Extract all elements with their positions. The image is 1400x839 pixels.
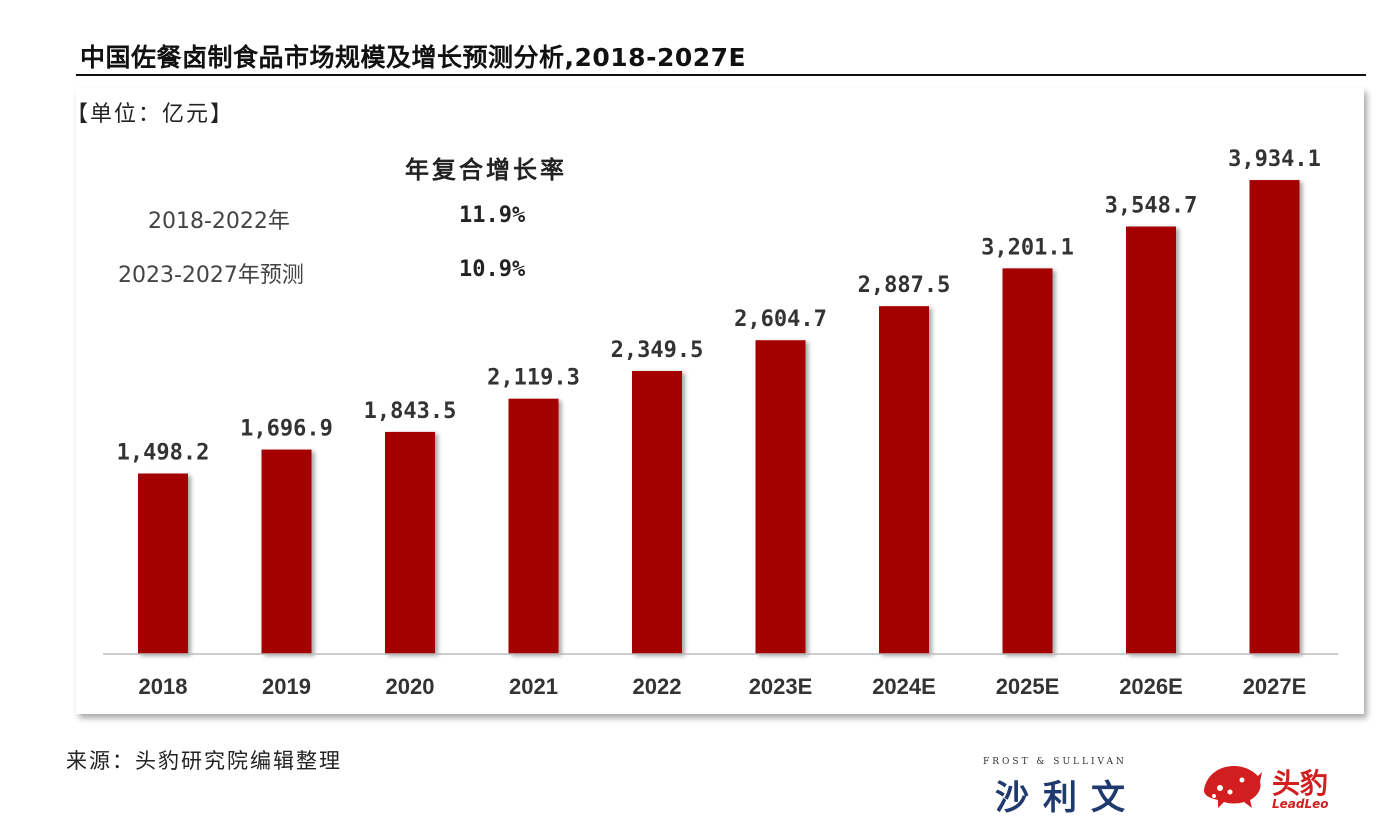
- leadleo-logo-sub: LeadLeo: [1272, 797, 1329, 811]
- bar-2021: [508, 398, 559, 654]
- bar-2024E: [879, 306, 929, 654]
- bar-2022: [632, 370, 682, 654]
- cagr-value-1: 11.9%: [459, 203, 526, 228]
- x-tick-2020: 2020: [386, 674, 435, 699]
- bar-2018: [138, 473, 188, 654]
- data-label-2018: 1,498.2: [117, 441, 210, 466]
- data-label-2022: 2,349.5: [611, 338, 704, 363]
- x-tick-2024E: 2024E: [872, 674, 936, 699]
- data-label-2027E: 3,934.1: [1228, 147, 1321, 172]
- data-label-2020: 1,843.5: [364, 399, 457, 424]
- bar-2020: [385, 431, 435, 654]
- x-tick-2019: 2019: [262, 674, 311, 699]
- data-label-2023E: 2,604.7: [734, 307, 827, 332]
- x-tick-2022: 2022: [633, 674, 682, 699]
- x-tick-2025E: 2025E: [996, 674, 1060, 699]
- unit-label: 【单位：亿元】: [66, 102, 235, 127]
- leadleo-logo: 头豹: [1272, 767, 1329, 800]
- leopard-logo-icon: [1204, 766, 1262, 808]
- data-label-2021: 2,119.3: [487, 366, 580, 391]
- data-label-2019: 1,696.9: [240, 417, 333, 442]
- x-tick-2018: 2018: [139, 674, 188, 699]
- data-label-2024E: 2,887.5: [858, 273, 951, 298]
- frost-sullivan-logo: 沙利文: [995, 778, 1139, 818]
- bar-2026E: [1126, 226, 1176, 655]
- cagr-value-2: 10.9%: [459, 257, 526, 282]
- title-divider: [76, 74, 1366, 76]
- bar-2019: [261, 449, 312, 654]
- x-tick-2027E: 2027E: [1243, 674, 1307, 699]
- cagr-period-1: 2018-2022年: [148, 209, 290, 234]
- x-tick-2026E: 2026E: [1119, 674, 1183, 699]
- cagr-period-2: 2023-2027年预测: [118, 263, 304, 288]
- data-label-2025E: 3,201.1: [981, 235, 1074, 260]
- bar-2025E: [1002, 268, 1053, 654]
- bar-2023E: [755, 340, 806, 654]
- cagr-heading: 年复合增长率: [405, 156, 567, 184]
- data-label-2026E: 3,548.7: [1105, 194, 1198, 219]
- x-tick-2021: 2021: [509, 674, 558, 699]
- frost-sullivan-logo-text: FROST & SULLIVAN: [983, 757, 1127, 767]
- source-note: 来源：头豹研究院编辑整理: [66, 749, 342, 773]
- bar-2027E: [1249, 180, 1300, 654]
- x-tick-2023E: 2023E: [749, 674, 813, 699]
- chart-title: 中国佐餐卤制食品市场规模及增长预测分析,2018-2027E: [80, 43, 747, 72]
